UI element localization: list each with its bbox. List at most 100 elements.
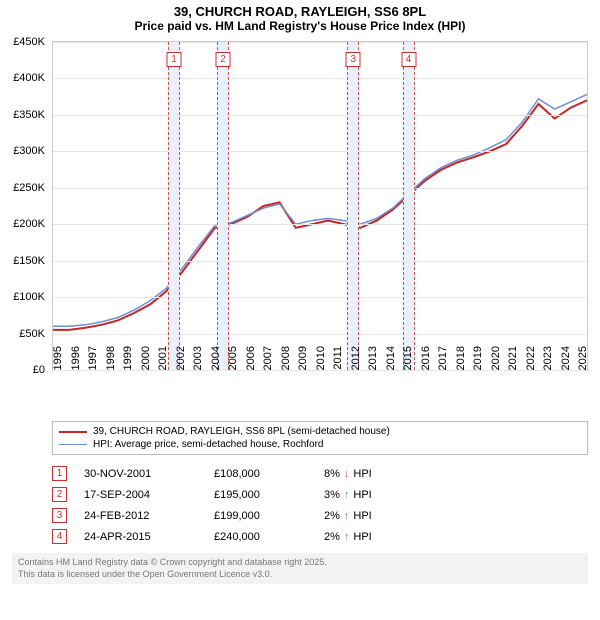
- sale-marker-band: [168, 42, 180, 370]
- gridline: [53, 224, 587, 225]
- legend-item: HPI: Average price, semi-detached house,…: [59, 438, 581, 451]
- sales-price: £108,000: [214, 468, 324, 480]
- gridline: [53, 297, 587, 298]
- sales-hpi-diff: 2% ↑HPI: [324, 531, 444, 543]
- x-tick-label: 2010: [315, 346, 327, 370]
- x-tick-label: 1998: [105, 346, 117, 370]
- legend-swatch: [59, 444, 87, 445]
- sales-price: £240,000: [214, 531, 324, 543]
- x-tick-label: 2018: [455, 346, 467, 370]
- sale-marker-band: [217, 42, 229, 370]
- x-tick-label: 2006: [245, 346, 257, 370]
- sales-diff-label: HPI: [353, 531, 371, 543]
- gridline: [53, 261, 587, 262]
- sales-hpi-diff: 3% ↑HPI: [324, 489, 444, 501]
- x-tick-label: 2013: [367, 346, 379, 370]
- sale-marker-label: 4: [401, 52, 416, 67]
- x-tick-label: 2025: [577, 346, 589, 370]
- sales-diff-pct: 2%: [324, 531, 340, 543]
- arrow-up-icon: ↑: [344, 510, 350, 522]
- sales-date: 24-FEB-2012: [84, 510, 214, 522]
- y-tick-label: £350K: [13, 109, 45, 121]
- chart-svg: [53, 42, 587, 370]
- arrow-up-icon: ↑: [344, 489, 350, 501]
- sale-marker-label: 1: [166, 52, 181, 67]
- x-tick-label: 1996: [70, 346, 82, 370]
- x-tick-label: 2022: [525, 346, 537, 370]
- x-tick-label: 2014: [385, 346, 397, 370]
- series-line: [53, 100, 587, 330]
- x-tick-label: 2007: [262, 346, 274, 370]
- x-tick-label: 2002: [175, 346, 187, 370]
- gridline: [53, 115, 587, 116]
- sales-row: 130-NOV-2001£108,0008%↓HPI: [52, 463, 588, 484]
- sales-price: £199,000: [214, 510, 324, 522]
- sales-price: £195,000: [214, 489, 324, 501]
- gridline: [53, 78, 587, 79]
- x-tick-label: 2009: [297, 346, 309, 370]
- chart-legend: 39, CHURCH ROAD, RAYLEIGH, SS6 8PL (semi…: [52, 421, 588, 455]
- x-tick-label: 2011: [332, 346, 344, 370]
- y-axis: £0£50K£100K£150K£200K£250K£300K£350K£400…: [3, 42, 49, 370]
- sale-marker-label: 3: [346, 52, 361, 67]
- gridline: [53, 42, 587, 43]
- sales-row: 3 24-FEB-2012£199,0002% ↑HPI: [52, 505, 588, 526]
- y-tick-label: £400K: [13, 72, 45, 84]
- x-tick-label: 1997: [87, 346, 99, 370]
- x-tick-label: 2012: [350, 346, 362, 370]
- sales-marker-icon: 3: [52, 508, 67, 523]
- x-axis: 1995199619971998199920002001200220032004…: [52, 342, 588, 402]
- x-tick-label: 1995: [52, 346, 64, 370]
- license-footer: Contains HM Land Registry data © Crown c…: [12, 553, 588, 584]
- y-tick-label: £200K: [13, 218, 45, 230]
- y-tick-label: £250K: [13, 182, 45, 194]
- license-line-2: This data is licensed under the Open Gov…: [18, 569, 582, 581]
- sales-diff-pct: 2%: [324, 510, 340, 522]
- sales-marker-icon: 1: [52, 466, 67, 481]
- gridline: [53, 334, 587, 335]
- sales-diff-label: HPI: [353, 489, 371, 501]
- sales-diff-label: HPI: [353, 510, 371, 522]
- sales-hpi-diff: 8%↓HPI: [324, 468, 444, 480]
- x-tick-label: 2016: [420, 346, 432, 370]
- x-tick-label: 2020: [490, 346, 502, 370]
- x-tick-label: 2005: [227, 346, 239, 370]
- x-tick-label: 2023: [542, 346, 554, 370]
- sales-hpi-diff: 2% ↑HPI: [324, 510, 444, 522]
- sales-marker-icon: 2: [52, 487, 67, 502]
- sales-date: 24-APR-2015: [84, 531, 214, 543]
- y-tick-label: £100K: [13, 291, 45, 303]
- sales-row: 2 17-SEP-2004£195,0003% ↑HPI: [52, 484, 588, 505]
- sale-marker-band: [347, 42, 359, 370]
- chart-subtitle: Price paid vs. HM Land Registry's House …: [0, 19, 600, 33]
- gridline: [53, 151, 587, 152]
- y-tick-label: £450K: [13, 36, 45, 48]
- sale-marker-band: [403, 42, 415, 370]
- chart-title: 39, CHURCH ROAD, RAYLEIGH, SS6 8PL: [0, 4, 600, 19]
- x-tick-label: 2008: [280, 346, 292, 370]
- chart-header: 39, CHURCH ROAD, RAYLEIGH, SS6 8PL Price…: [0, 0, 600, 35]
- y-tick-label: £50K: [19, 328, 45, 340]
- sales-row: 4 24-APR-2015£240,0002% ↑HPI: [52, 526, 588, 547]
- sales-table: 130-NOV-2001£108,0008%↓HPI217-SEP-2004£1…: [52, 463, 588, 547]
- legend-item: 39, CHURCH ROAD, RAYLEIGH, SS6 8PL (semi…: [59, 425, 581, 438]
- series-line: [53, 94, 587, 326]
- license-line-1: Contains HM Land Registry data © Crown c…: [18, 557, 582, 569]
- x-tick-label: 2015: [402, 346, 414, 370]
- x-tick-label: 1999: [122, 346, 134, 370]
- legend-label: HPI: Average price, semi-detached house,…: [93, 439, 324, 450]
- chart-plot-area: £0£50K£100K£150K£200K£250K£300K£350K£400…: [52, 41, 588, 371]
- arrow-down-icon: ↓: [344, 468, 350, 480]
- x-tick-label: 2019: [472, 346, 484, 370]
- sales-date: 30-NOV-2001: [84, 468, 214, 480]
- sale-marker-label: 2: [216, 52, 231, 67]
- sales-date: 17-SEP-2004: [84, 489, 214, 501]
- sales-diff-pct: 3%: [324, 489, 340, 501]
- x-tick-label: 2000: [140, 346, 152, 370]
- arrow-up-icon: ↑: [344, 531, 350, 543]
- y-tick-label: £150K: [13, 255, 45, 267]
- x-tick-label: 2017: [437, 346, 449, 370]
- sales-marker-icon: 4: [52, 529, 67, 544]
- y-tick-label: £0: [33, 364, 45, 376]
- sales-diff-pct: 8%: [324, 468, 340, 480]
